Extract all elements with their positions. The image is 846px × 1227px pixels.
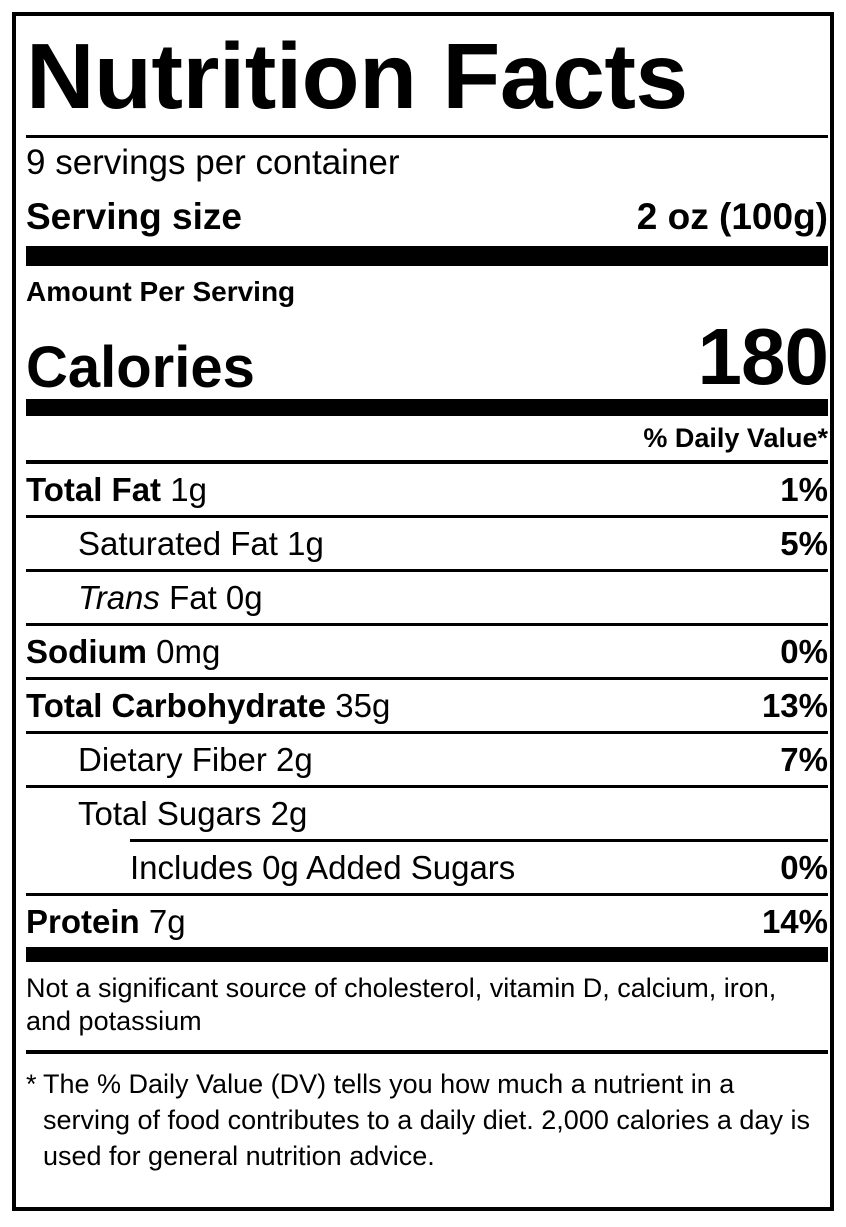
nutrient-row: Saturated Fat 1g 5% xyxy=(26,518,828,569)
nutrient-row: Dietary Fiber 2g 7% xyxy=(26,734,828,785)
nutrient-amount: 0mg xyxy=(147,632,221,670)
nutrition-facts-panel: Nutrition Facts 9 servings per container… xyxy=(12,12,834,1211)
daily-value-header: % Daily Value* xyxy=(26,416,828,460)
nutrient-row: Total Fat 1g 1% xyxy=(26,464,828,515)
nutrient-amount: 7g xyxy=(139,902,186,940)
nutrient-name-italic: Trans xyxy=(78,578,160,616)
row-separator xyxy=(26,677,828,680)
not-significant-source-note: Not a significant source of cholesterol,… xyxy=(26,973,777,1036)
nutrient-amount: Total Sugars 2g xyxy=(78,794,308,832)
serving-size-label: Serving size xyxy=(26,196,242,237)
nutrient-name-bold: Sodium xyxy=(26,632,147,670)
daily-value-footnote-text: The % Daily Value (DV) tells you how muc… xyxy=(43,1068,810,1172)
nutrient-name: Trans Fat 0g xyxy=(26,579,263,617)
nutrient-name-bold: Protein xyxy=(26,902,140,940)
nutrient-row: Total Sugars 2g xyxy=(26,788,828,839)
footnote-asterisk: * xyxy=(26,1068,37,1099)
row-separator xyxy=(26,785,828,788)
serving-size-value: 2 oz (100g) xyxy=(636,196,828,237)
nutrient-name: Sodium 0mg xyxy=(26,633,220,671)
nutrient-daily-value: 14% xyxy=(761,902,828,940)
nutrient-name: Includes 0g Added Sugars xyxy=(26,849,515,887)
nutrient-name-bold: Total Carbohydrate xyxy=(26,686,327,724)
row-separator-short xyxy=(130,839,828,842)
nutrient-name: Dietary Fiber 2g xyxy=(26,741,313,779)
nutrient-daily-value: 7% xyxy=(780,740,828,778)
nutrient-amount: Saturated Fat 1g xyxy=(78,524,324,562)
nutrient-name: Total Fat 1g xyxy=(26,471,207,509)
nutrient-daily-value: 0% xyxy=(780,848,828,886)
nutrient-daily-value: 1% xyxy=(780,470,828,508)
page-title: Nutrition Facts xyxy=(26,23,688,128)
nutrient-row: Total Carbohydrate 35g 13% xyxy=(26,680,828,731)
nutrient-amount: 35g xyxy=(326,686,391,724)
rule-above-nutrients xyxy=(26,460,828,464)
amount-per-serving-label: Amount Per Serving xyxy=(26,276,296,307)
calories-value: 180 xyxy=(697,312,829,401)
serving-size-row: Serving size 2 oz (100g) xyxy=(26,188,828,246)
nutrient-daily-value: 5% xyxy=(780,524,828,562)
nutrient-name: Protein 7g xyxy=(26,903,186,941)
calories-label: Calories xyxy=(26,335,255,400)
rule-above-dv-footnote xyxy=(26,1049,828,1054)
row-separator xyxy=(26,623,828,626)
nutrient-name: Total Sugars 2g xyxy=(26,795,307,833)
rule-under-title xyxy=(26,135,828,138)
nutrition-facts-inner: Nutrition Facts 9 servings per container… xyxy=(26,16,829,1207)
nutrient-list: Total Fat 1g 1% Saturated Fat 1g 5% Trans Fa… xyxy=(26,464,828,947)
row-separator xyxy=(26,569,828,572)
calories-row: Calories 180 xyxy=(26,309,829,401)
title-block: Nutrition Facts xyxy=(26,16,828,135)
servings-per-container-row: 9 servings per container xyxy=(26,138,828,188)
daily-value-header-text: % Daily Value* xyxy=(643,422,828,453)
servings-per-container-text: 9 servings per container xyxy=(26,143,400,182)
row-separator xyxy=(26,893,828,896)
nutrient-daily-value: 0% xyxy=(780,632,828,670)
nutrient-amount: Dietary Fiber 2g xyxy=(78,740,313,778)
nutrient-name-bold: Total Fat xyxy=(26,470,162,508)
bar-below-calories xyxy=(26,399,828,416)
nutrient-row: Includes 0g Added Sugars 0% xyxy=(26,842,828,893)
nutrient-amount: Includes 0g Added Sugars xyxy=(130,848,516,886)
row-separator xyxy=(26,515,828,518)
nutrient-amount: 1g xyxy=(161,470,207,508)
nutrient-name: Saturated Fat 1g xyxy=(26,525,324,563)
bar-below-serving-size xyxy=(26,246,828,266)
nutrient-row: Sodium 0mg 0% xyxy=(26,626,828,677)
nutrient-row: Protein 7g 14% xyxy=(26,896,828,947)
nutrient-name: Total Carbohydrate 35g xyxy=(26,687,390,725)
nutrient-row: Trans Fat 0g xyxy=(26,572,828,623)
nutrient-amount: Fat 0g xyxy=(159,578,263,616)
bar-below-protein xyxy=(26,947,828,962)
daily-value-footnote: * The % Daily Value (DV) tells you how m… xyxy=(26,1054,828,1175)
nutrient-daily-value: 13% xyxy=(761,686,828,724)
row-separator xyxy=(26,731,828,734)
